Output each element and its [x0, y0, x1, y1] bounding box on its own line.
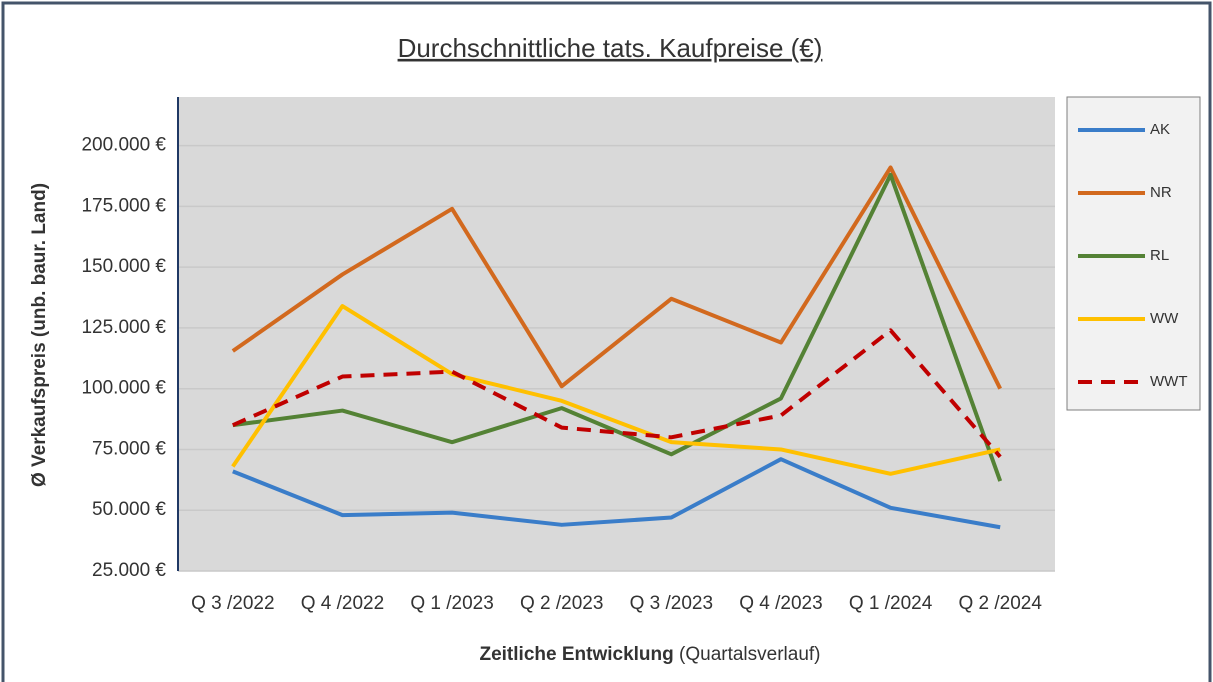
series-line — [232, 172, 1003, 482]
x-tick-label: Q 2 /2024 — [958, 593, 1042, 614]
y-tick-label: 100.000 € — [81, 378, 166, 399]
x-tick-label: Q 1 /2023 — [410, 593, 493, 614]
y-tick-label: 150.000 € — [81, 256, 166, 277]
x-tick-label: Q 3 /2022 — [191, 593, 274, 614]
y-tick-label: 200.000 € — [81, 135, 166, 156]
legend-label: WW — [1150, 310, 1179, 327]
x-tick-label: Q 1 /2024 — [849, 593, 933, 614]
y-tick-label: 125.000 € — [81, 317, 166, 338]
y-tick-label: 25.000 € — [92, 560, 166, 581]
x-axis-title: Zeitliche Entwicklung (Quartalsverlauf) — [479, 644, 820, 665]
series-line — [232, 328, 1002, 459]
legend — [1066, 96, 1201, 411]
series-line — [231, 165, 1002, 390]
series-line — [231, 304, 1001, 476]
x-tick-label: Q 4 /2022 — [301, 593, 384, 614]
legend-label: AK — [1150, 121, 1170, 138]
series-line — [232, 457, 1001, 530]
x-tick-label: Q 4 /2023 — [739, 593, 822, 614]
legend-label: RL — [1150, 247, 1169, 264]
y-tick-label: 175.000 € — [81, 195, 166, 216]
x-tick-label: Q 3 /2023 — [630, 593, 713, 614]
chart-title: Durchschnittliche tats. Kaufpreise (€) — [398, 33, 823, 63]
x-axis-title-note: (Quartalsverlauf) — [679, 644, 821, 665]
legend-label: NR — [1150, 184, 1172, 201]
x-axis-title-main: Zeitliche Entwicklung — [479, 644, 673, 665]
x-tick-label: Q 2 /2023 — [520, 593, 603, 614]
legend-label: WWT — [1150, 373, 1187, 390]
y-axis-title: Ø Verkaufspreis (unb. baur. Land) — [29, 183, 50, 487]
y-tick-label: 50.000 € — [92, 499, 166, 520]
y-tick-label: 75.000 € — [92, 438, 166, 459]
